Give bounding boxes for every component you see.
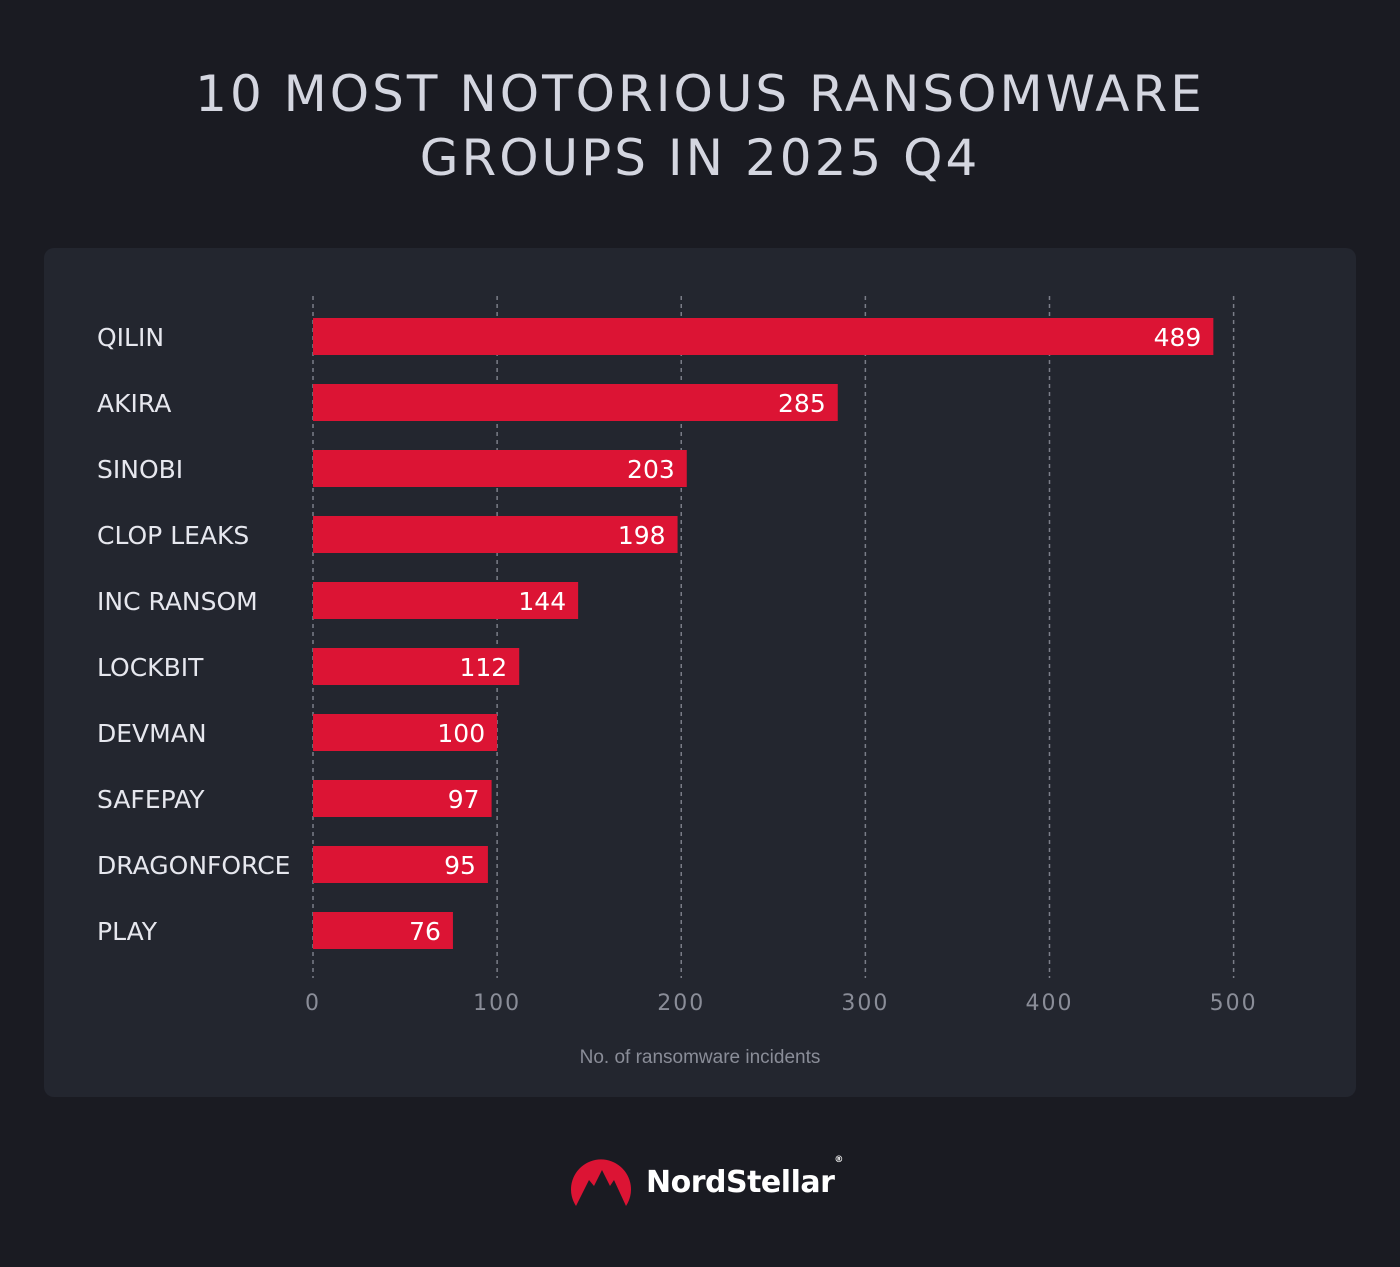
bar bbox=[313, 450, 687, 487]
bar bbox=[313, 582, 579, 619]
mountain-circle-logo-icon bbox=[571, 1159, 631, 1206]
x-tick-label: 200 bbox=[657, 991, 705, 1016]
category-label: SAFEPAY bbox=[97, 785, 205, 814]
bar bbox=[313, 912, 453, 949]
brand-name: NordStellar® bbox=[646, 1155, 843, 1200]
data-label: 95 bbox=[444, 851, 476, 880]
bar bbox=[313, 648, 520, 685]
x-tick-label: 100 bbox=[473, 991, 521, 1016]
x-tick-label: 500 bbox=[1210, 991, 1258, 1016]
data-label: 489 bbox=[1154, 323, 1202, 352]
category-label: LOCKBIT bbox=[97, 653, 204, 682]
data-label: 198 bbox=[618, 521, 666, 550]
data-label: 203 bbox=[627, 455, 675, 484]
bar bbox=[313, 714, 498, 751]
bar bbox=[313, 780, 492, 817]
category-label: DEVMAN bbox=[97, 719, 207, 748]
registered-mark: ® bbox=[834, 1154, 843, 1165]
bar bbox=[313, 318, 1214, 355]
x-axis-label: No. of ransomware incidents bbox=[580, 1047, 821, 1068]
data-label: 100 bbox=[437, 719, 485, 748]
bar bbox=[313, 516, 678, 553]
bar bbox=[313, 384, 838, 421]
data-label: 97 bbox=[448, 785, 480, 814]
category-label: AKIRA bbox=[97, 389, 171, 418]
chart-title: 10 MOST NOTORIOUS RANSOMWARE GROUPS IN 2… bbox=[0, 62, 1400, 190]
x-tick-label: 300 bbox=[841, 991, 889, 1016]
brand-text: NordStellar bbox=[646, 1164, 835, 1200]
category-label: DRAGONFORCE bbox=[97, 851, 290, 880]
x-tick-label: 0 bbox=[305, 991, 321, 1016]
title-line-1: 10 MOST NOTORIOUS RANSOMWARE bbox=[195, 65, 1205, 123]
data-label: 285 bbox=[778, 389, 826, 418]
bar bbox=[313, 846, 488, 883]
category-label: INC RANSOM bbox=[97, 587, 258, 616]
data-label: 76 bbox=[409, 917, 441, 946]
category-label: PLAY bbox=[97, 917, 158, 946]
footer-logo: NordStellar® bbox=[570, 1155, 843, 1208]
category-label: SINOBI bbox=[97, 455, 183, 484]
data-label: 144 bbox=[518, 587, 566, 616]
title-line-2: GROUPS IN 2025 Q4 bbox=[419, 129, 981, 187]
x-tick-label: 400 bbox=[1025, 991, 1073, 1016]
data-label: 112 bbox=[459, 653, 507, 682]
category-label: CLOP LEAKS bbox=[97, 521, 249, 550]
category-label: QILIN bbox=[97, 323, 164, 352]
